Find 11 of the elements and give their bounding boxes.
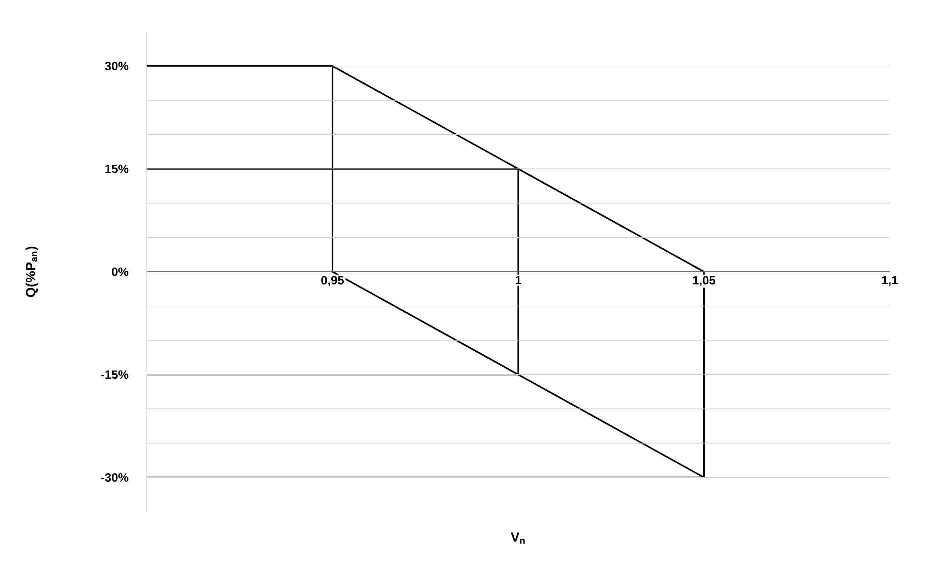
x-tick-label: 1,1 — [882, 276, 898, 286]
y-tick-label: 15% — [106, 164, 129, 174]
x-tick-label: 0,95 — [322, 276, 344, 286]
y-tick-label: 30% — [105, 62, 129, 71]
y-axis-title: Q(%P$_{an}$) — [26, 246, 38, 298]
x-tick-label: 1 — [516, 276, 522, 285]
y-tick-label: -30% — [101, 473, 129, 482]
x-axis-title: V$_{n}$ — [510, 532, 525, 544]
y-tick-label: 0% — [112, 268, 129, 276]
y-tick-label: -15% — [101, 370, 129, 380]
x-tick-label: 1,05 — [693, 276, 716, 286]
